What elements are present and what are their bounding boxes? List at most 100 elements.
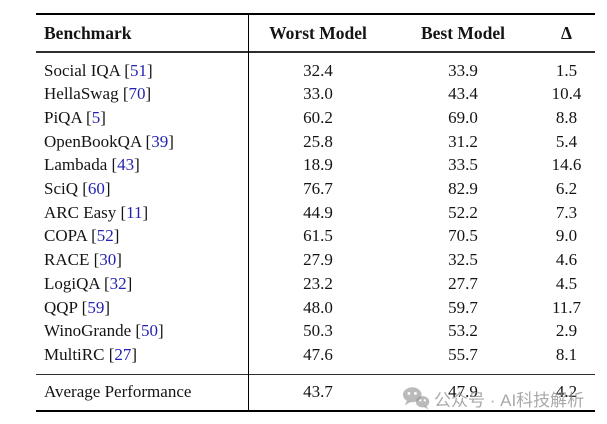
table-row: SciQ [60] 76.7 82.9 6.2	[36, 177, 595, 201]
citation-bracket: ]	[116, 250, 122, 270]
benchmark-name: RACE	[44, 250, 90, 270]
delta-value: 4.5	[555, 273, 578, 293]
citation-bracket: ]	[158, 321, 164, 341]
benchmark-name: Lambada	[44, 155, 108, 175]
column-header-best-model: Best Model	[420, 22, 506, 43]
benchmark-name: Social IQA	[44, 60, 121, 80]
table-row: HellaSwag [70] 33.0 43.4 10.4	[36, 82, 595, 106]
citation-link[interactable]: 70	[128, 84, 146, 104]
delta-value: 11.7	[551, 297, 582, 317]
watermark: 公众号 · AI科技解析	[402, 385, 584, 411]
citation-bracket: [	[81, 297, 88, 317]
table-body: Social IQA [51] 32.4 33.9 1.5 HellaSwag …	[36, 53, 595, 374]
citation-bracket: [	[103, 273, 110, 293]
best-model-value: 82.9	[448, 179, 478, 199]
benchmark-name: MultiRC	[44, 344, 105, 364]
worst-model-value: 25.8	[303, 131, 333, 151]
best-model-value: 43.4	[448, 84, 478, 104]
header-rule	[36, 51, 595, 53]
best-model-value: 53.2	[448, 321, 478, 341]
citation-link[interactable]: 5	[91, 108, 101, 127]
worst-model-value: 48.0	[303, 297, 333, 317]
citation-link[interactable]: 32	[109, 273, 127, 293]
average-worst-value: 43.7	[303, 382, 333, 402]
citation-bracket: [	[122, 84, 129, 104]
table-row: WinoGrande [50] 50.3 53.2 2.9	[36, 319, 595, 343]
average-performance-label: Average Performance	[44, 382, 192, 402]
citation-link[interactable]: 60	[87, 179, 105, 199]
delta-value: 1.5	[555, 60, 578, 80]
delta-value: 14.6	[551, 155, 582, 175]
wechat-icon	[402, 387, 430, 410]
table-row: Lambada [43] 18.9 33.5 14.6	[36, 154, 595, 178]
worst-model-value: 44.9	[303, 202, 333, 222]
citation-bracket: ]	[100, 108, 106, 127]
citation-bracket: [	[145, 131, 152, 151]
benchmark-name: ARC Easy	[44, 202, 117, 222]
benchmark-name: WinoGrande	[44, 321, 132, 341]
column-header-delta: Δ	[561, 22, 572, 43]
delta-value: 8.1	[555, 344, 578, 364]
average-delta-value: 4.2	[555, 382, 578, 402]
citation-bracket: ]	[168, 131, 174, 151]
average-best-value: 47.9	[448, 382, 478, 402]
worst-model-value: 32.4	[303, 60, 333, 80]
worst-model-value: 61.5	[303, 226, 333, 246]
best-model-value: 31.2	[448, 131, 478, 151]
citation-link[interactable]: 39	[151, 131, 169, 151]
citation-bracket: ]	[104, 179, 111, 199]
citation-link[interactable]: 11	[126, 202, 143, 222]
benchmark-name: SciQ	[44, 179, 78, 199]
footer-rule	[36, 373, 595, 376]
benchmark-name: LogiQA	[44, 273, 100, 293]
table-row: ARC Easy [11] 44.9 52.2 7.3	[36, 201, 595, 225]
best-model-value: 32.5	[448, 250, 478, 270]
citation-bracket: [	[135, 321, 142, 341]
worst-model-value: 27.9	[303, 250, 333, 270]
best-model-value: 52.2	[448, 202, 478, 222]
best-model-value: 33.9	[448, 60, 478, 80]
top-rule	[36, 13, 595, 16]
table-row: MultiRC [27] 47.6 55.7 8.1	[36, 343, 595, 367]
citation-link[interactable]: 51	[129, 60, 147, 80]
citation-link[interactable]: 59	[87, 297, 105, 317]
citation-bracket: ]	[142, 202, 149, 222]
table-row: PiQA [5] 60.2 69.0 8.8	[36, 106, 595, 130]
delta-value: 9.0	[555, 226, 578, 246]
worst-model-value: 18.9	[303, 155, 333, 175]
watermark-text: 公众号 · AI科技解析	[434, 390, 585, 410]
delta-value: 10.4	[551, 84, 582, 104]
citation-bracket: [	[93, 250, 100, 270]
citation-link[interactable]: 50	[141, 321, 159, 341]
benchmark-name: COPA	[44, 226, 87, 246]
best-model-value: 27.7	[448, 273, 478, 293]
best-model-value: 55.7	[448, 344, 478, 364]
citation-link[interactable]: 43	[117, 155, 135, 175]
table-header-row: Benchmark Worst Model Best Model Δ	[36, 15, 595, 51]
citation-bracket: ]	[113, 226, 120, 246]
column-separator-line	[248, 15, 250, 410]
worst-model-value: 47.6	[303, 344, 333, 364]
worst-model-value: 50.3	[303, 321, 333, 341]
best-model-value: 33.5	[448, 155, 478, 175]
worst-model-value: 60.2	[303, 108, 333, 127]
delta-value: 6.2	[555, 179, 578, 199]
citation-bracket: [	[82, 179, 88, 199]
table-row: QQP [59] 48.0 59.7 11.7	[36, 296, 595, 320]
citation-bracket: ]	[126, 273, 133, 293]
benchmark-table: Benchmark Worst Model Best Model Δ Socia…	[36, 13, 595, 412]
citation-link[interactable]: 27	[114, 344, 132, 364]
citation-link[interactable]: 52	[96, 226, 114, 246]
benchmark-name: QQP	[44, 297, 78, 317]
worst-model-value: 76.7	[303, 179, 333, 199]
citation-bracket: [	[91, 226, 97, 246]
column-header-benchmark: Benchmark	[44, 22, 132, 43]
citation-bracket: ]	[104, 297, 110, 317]
citation-link[interactable]: 30	[99, 250, 117, 270]
delta-value: 4.6	[555, 250, 578, 270]
table-row: RACE [30] 27.9 32.5 4.6	[36, 248, 595, 272]
best-model-value: 59.7	[448, 297, 478, 317]
worst-model-value: 33.0	[303, 84, 333, 104]
benchmark-name: OpenBookQA	[44, 131, 142, 151]
